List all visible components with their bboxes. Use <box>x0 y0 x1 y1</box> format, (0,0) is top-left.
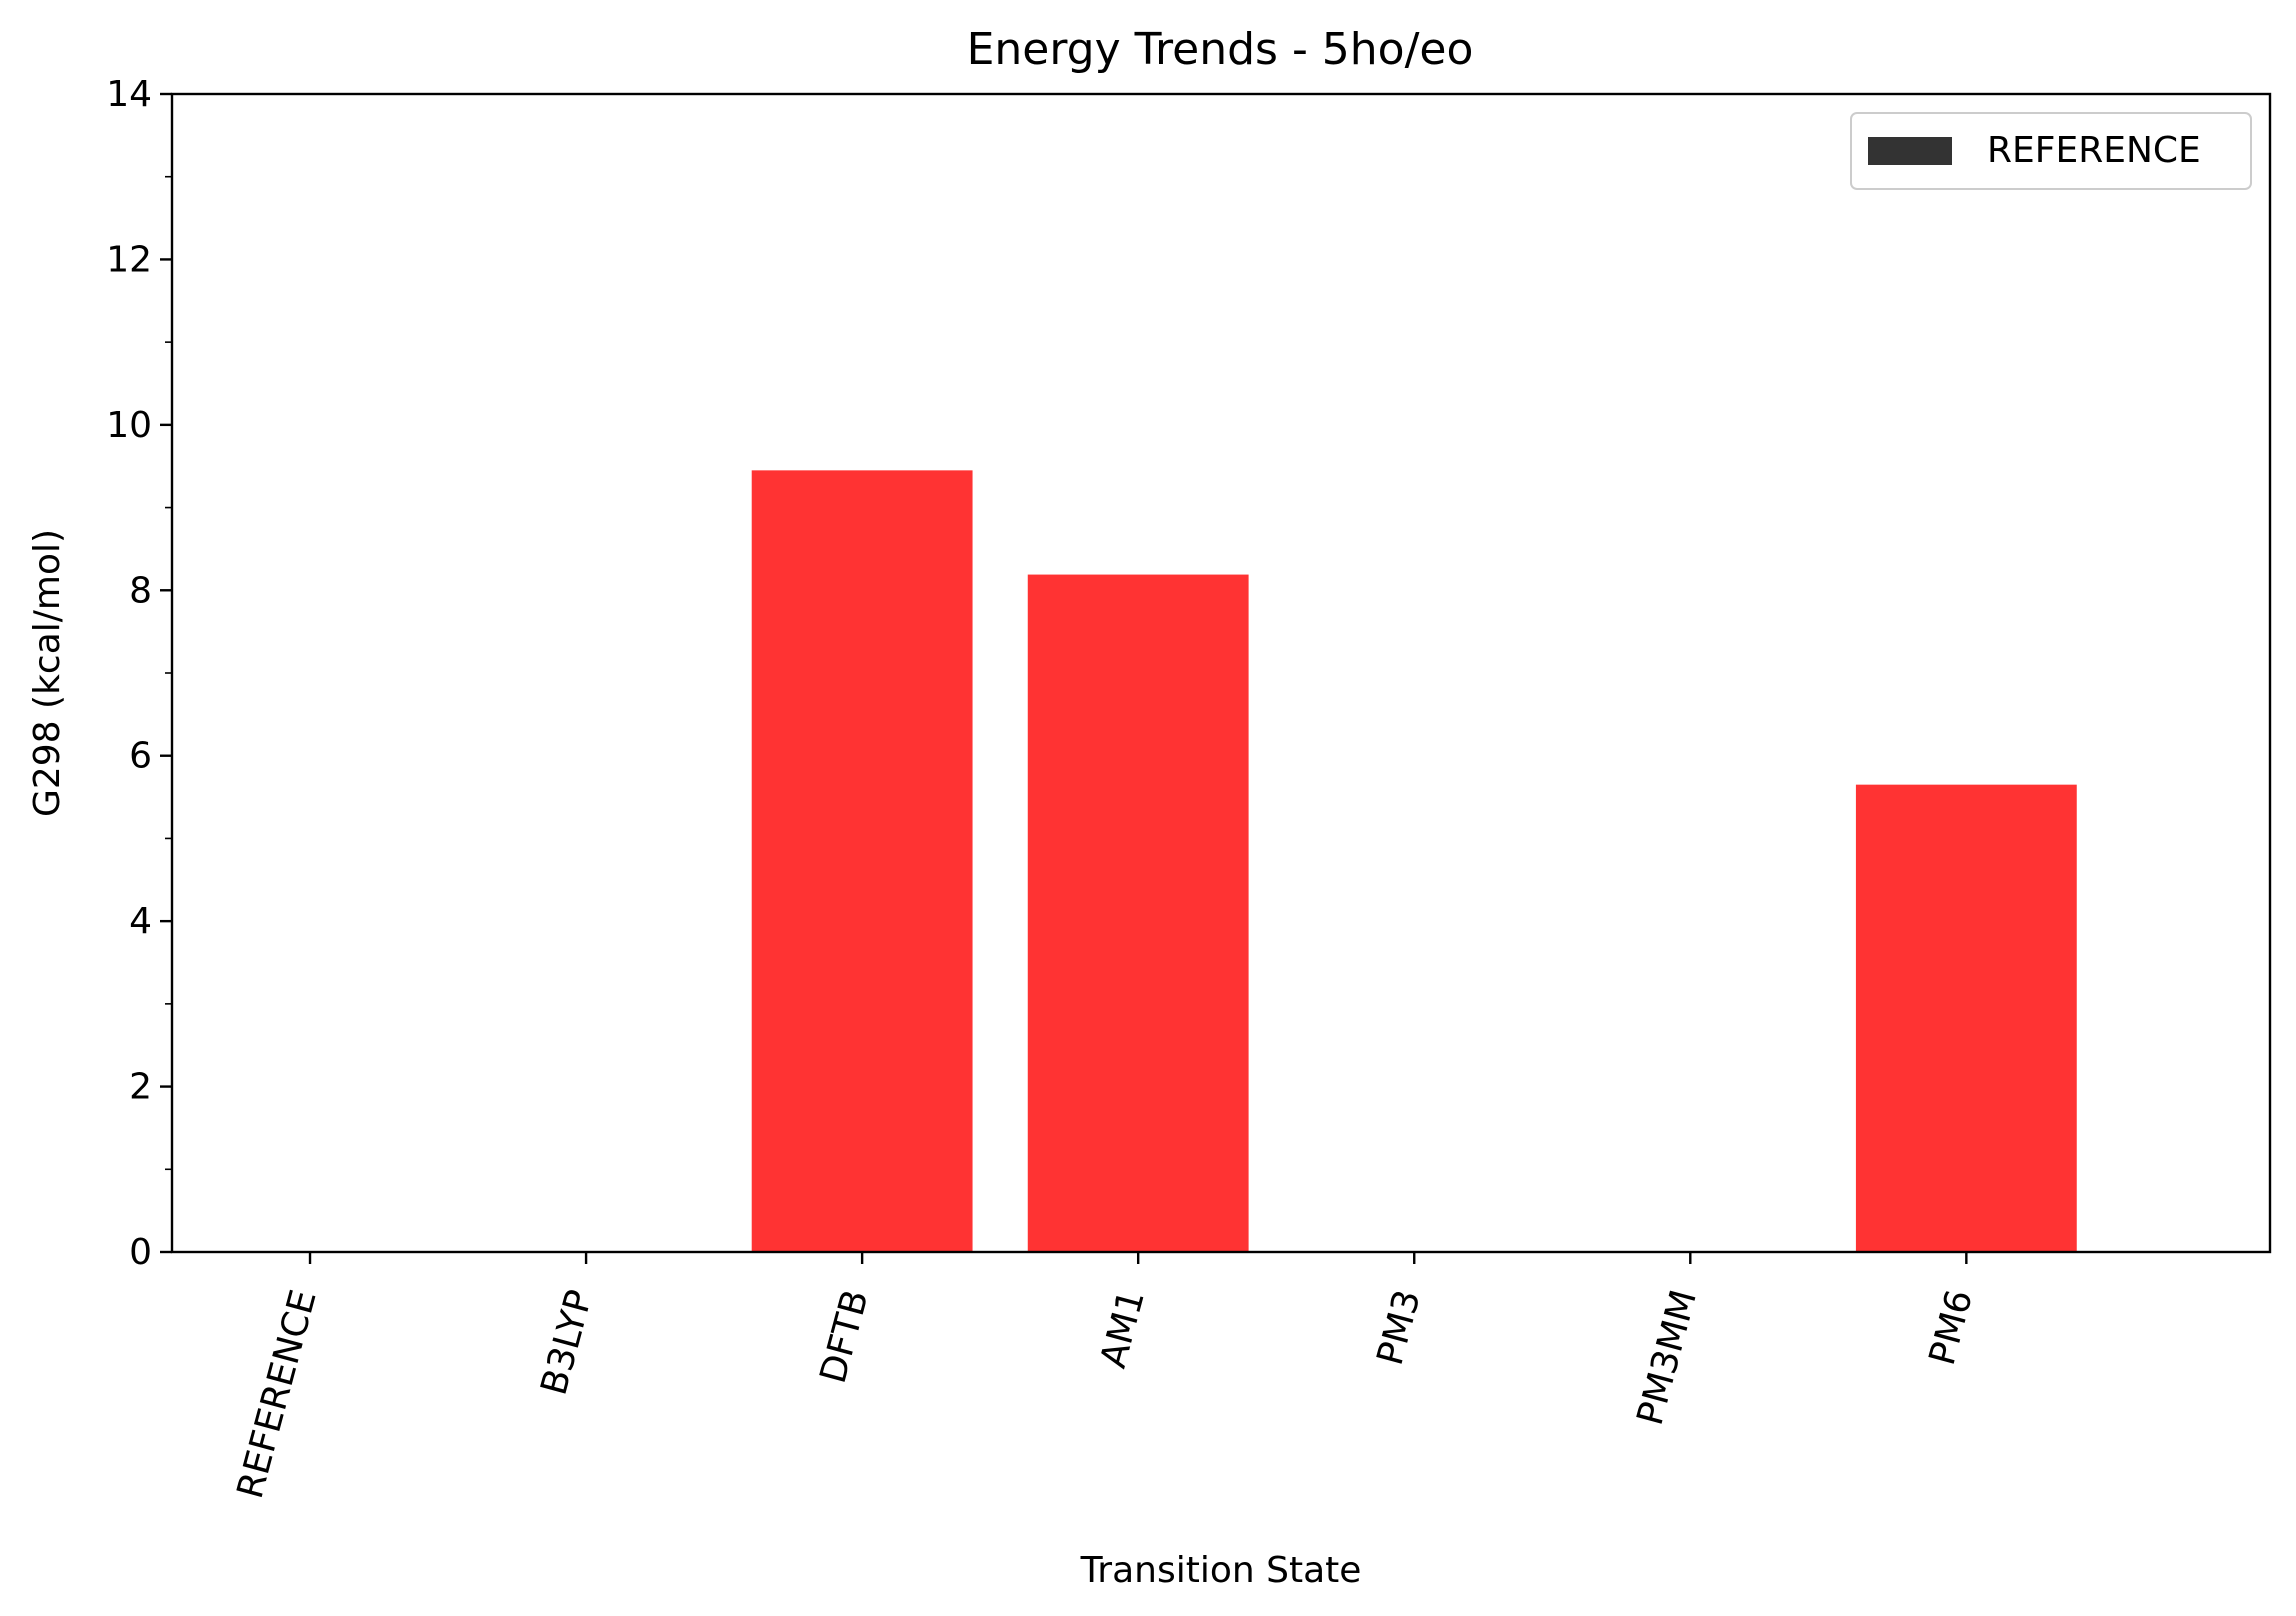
bar-pm6 <box>1855 784 2077 1252</box>
x-axis-label: Transition State <box>1080 1550 1362 1591</box>
y-axis: 0 2 4 6 8 10 12 14 <box>106 74 172 1273</box>
y-tick-label: 12 <box>106 239 152 280</box>
chart-title: Energy Trends - 5ho/eo <box>967 24 1474 75</box>
x-tick-label: PM6 <box>1922 1286 1981 1370</box>
x-tick-label: AM1 <box>1093 1286 1153 1373</box>
x-tick-label: PM3MM <box>1630 1286 1705 1430</box>
legend-frame <box>1850 112 2252 190</box>
y-axis-label: G298 (kcal/mol) <box>27 529 68 817</box>
y-tick-label: 2 <box>129 1067 152 1108</box>
y-tick-label: 0 <box>129 1232 152 1273</box>
x-tick-label: PM3 <box>1370 1286 1429 1370</box>
bars-layer <box>751 470 2077 1253</box>
plot-frame <box>170 92 2272 1254</box>
y-tick-label: 14 <box>106 74 152 115</box>
bar-dftb <box>751 470 973 1253</box>
x-axis: REFERENCE B3LYP DFTB AM1 PM3 PM3MM PM6 <box>230 1252 1981 1503</box>
y-tick-label: 6 <box>129 736 152 777</box>
y-tick-label: 10 <box>106 405 152 446</box>
x-tick-label: DFTB <box>813 1286 877 1388</box>
y-tick-label: 4 <box>129 901 152 942</box>
legend: REFERENCE <box>1850 112 2252 190</box>
x-tick-label: B3LYP <box>534 1286 601 1400</box>
x-tick-label: REFERENCE <box>230 1286 325 1503</box>
legend-label: REFERENCE <box>1987 130 2201 171</box>
bar-am1 <box>1027 574 1249 1252</box>
y-tick-label: 8 <box>129 570 152 611</box>
legend-swatch <box>1868 137 1952 165</box>
